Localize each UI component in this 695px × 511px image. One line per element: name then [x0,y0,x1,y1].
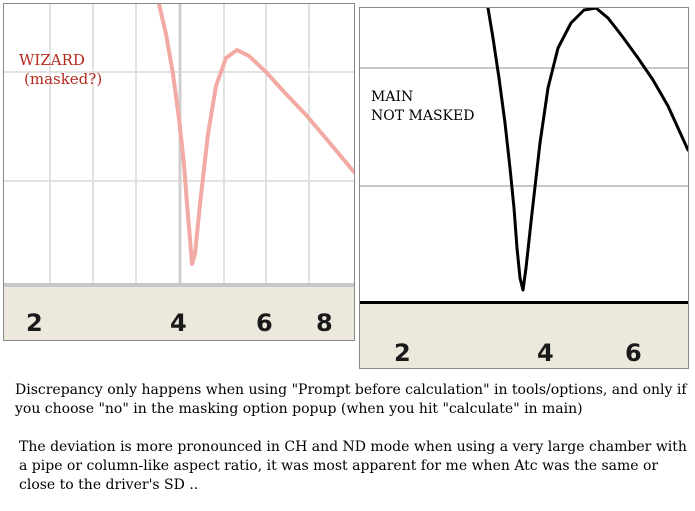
wizard-response-curve [157,4,354,266]
wizard-x-axis: 2 4 6 8 [4,283,354,340]
wizard-tick-label: 4 [170,309,187,337]
main-grid [360,67,688,187]
wizard-tick-label: 6 [256,309,273,337]
main-tick-label: 2 [394,339,411,367]
main-label-subtitle: NOT MASKED [371,107,475,124]
wizard-label-title: WIZARD [19,51,85,69]
main-response-curve [486,8,688,292]
wizard-graph-plot [4,4,354,283]
notes-paragraph-deviation: The deviation is more pronounced in CH a… [19,439,687,493]
main-graph-plot [360,8,688,292]
wizard-tick-label: 2 [26,309,43,337]
main-label: MAIN NOT MASKED [371,88,474,126]
wizard-tick-label: 8 [316,309,333,337]
notes-text: Discrepancy only happens when using "Pro… [15,381,690,495]
main-graph-panel: MAIN NOT MASKED 2 4 6 [359,7,689,369]
notes-paragraph-discrepancy: Discrepancy only happens when using "Pro… [15,382,687,417]
main-tick-label: 4 [537,339,554,367]
main-label-title: MAIN [371,89,414,105]
wizard-label-subtitle: (masked?) [24,69,103,88]
main-x-axis: 2 4 6 [360,301,688,368]
wizard-graph-panel: WIZARD (masked?) 2 4 6 8 [3,3,355,341]
wizard-label: WIZARD (masked?) [19,51,102,89]
main-tick-label: 6 [625,339,642,367]
